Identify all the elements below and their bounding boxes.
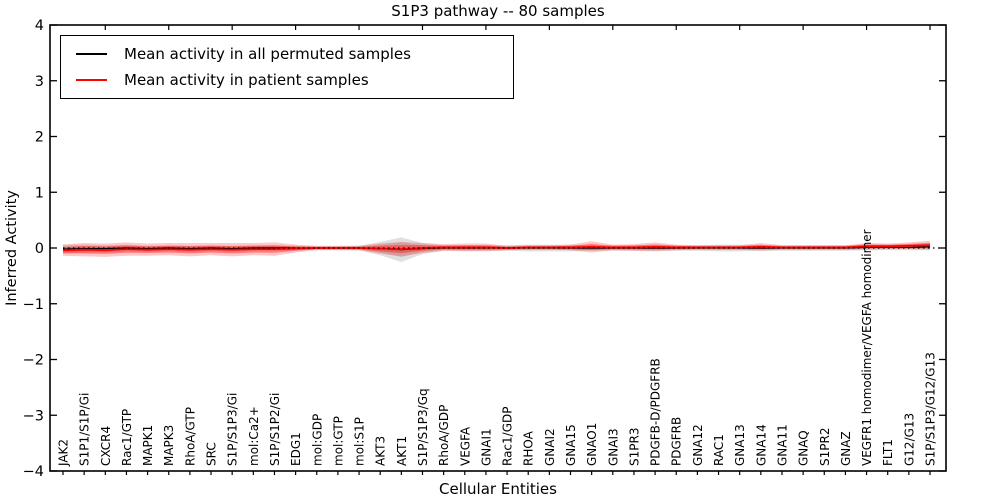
x-tick-label: GNAI3 bbox=[606, 428, 620, 466]
x-tick-label: S1P1/S1P/Gi bbox=[78, 393, 92, 466]
x-tick-label: AKT3 bbox=[374, 436, 388, 466]
x-tick-label: S1P/S1P2/Gi bbox=[268, 393, 282, 466]
y-tick-label: −4 bbox=[23, 464, 44, 480]
x-tick-label: EDG1 bbox=[289, 432, 303, 466]
x-tick-label: MAPK1 bbox=[141, 425, 155, 466]
legend-line-sample-permuted-icon bbox=[76, 53, 107, 55]
x-tick-label: RhoA/GDP bbox=[437, 405, 451, 466]
chart-title: S1P3 pathway -- 80 samples bbox=[391, 2, 605, 20]
x-tick-label: GNA15 bbox=[564, 424, 578, 466]
x-tick-label: MAPK3 bbox=[162, 425, 176, 466]
x-tick-label: GNAQ bbox=[797, 430, 811, 466]
x-tick-label: GNA14 bbox=[754, 424, 768, 466]
x-tick-label: S1PR3 bbox=[627, 428, 641, 466]
legend-label-patient: Mean activity in patient samples bbox=[124, 71, 369, 89]
y-tick-label: −1 bbox=[23, 297, 44, 313]
x-tick-label: RHOA bbox=[522, 430, 536, 466]
x-tick-label: GNAI1 bbox=[479, 428, 493, 466]
y-axis-label: Inferred Activity bbox=[4, 190, 20, 306]
x-tick-label: RAC1 bbox=[712, 434, 726, 466]
x-tick-label: G12/G13 bbox=[902, 413, 916, 466]
legend: Mean activity in all permuted samples Me… bbox=[60, 35, 514, 99]
x-tick-label: mol:S1P bbox=[353, 417, 367, 466]
x-tick-label: mol:Ca2+ bbox=[247, 406, 261, 466]
x-tick-label: GNAZ bbox=[839, 431, 853, 466]
x-tick-label: PDGFRB bbox=[670, 417, 684, 466]
patient-std-band-outer bbox=[63, 240, 930, 257]
x-tick-label: GNA13 bbox=[733, 424, 747, 466]
legend-item-permuted: Mean activity in all permuted samples bbox=[61, 41, 513, 67]
x-tick-label: VEGFA bbox=[458, 426, 472, 466]
y-tick-label: −3 bbox=[23, 408, 44, 424]
legend-line-sample-patient-icon bbox=[76, 79, 107, 81]
y-tick-label: 0 bbox=[35, 241, 44, 257]
y-tick-label: 1 bbox=[35, 185, 44, 201]
patient-mean-line bbox=[62, 244, 931, 252]
x-tick-label: GNA12 bbox=[691, 424, 705, 466]
x-tick-label: GNAO1 bbox=[585, 423, 599, 466]
x-tick-label: S1P/S1P3/Gi bbox=[226, 393, 240, 466]
x-tick-label: FLT1 bbox=[881, 439, 895, 466]
x-tick-label: JAK2 bbox=[57, 439, 71, 467]
x-tick-label: Rac1/GTP bbox=[120, 409, 134, 466]
x-tick-label: SRC bbox=[205, 442, 219, 466]
y-tick-label: 3 bbox=[35, 74, 44, 90]
x-tick-label: mol:GDP bbox=[310, 414, 324, 466]
x-tick-label: RhoA/GTP bbox=[183, 407, 197, 466]
x-tick-label: AKT1 bbox=[395, 436, 409, 466]
permuted-std-band-inner bbox=[63, 242, 930, 258]
x-tick-label: CXCR4 bbox=[99, 426, 113, 466]
y-tick-label: −2 bbox=[23, 353, 44, 369]
x-tick-label: S1P/S1P3/G12/G13 bbox=[924, 352, 938, 466]
x-tick-label: VEGFR1 homodimer/VEGFA homodimer bbox=[860, 229, 874, 466]
x-axis-label: Cellular Entities bbox=[439, 480, 557, 498]
x-tick-label: GNA11 bbox=[775, 424, 789, 466]
x-tick-label: Rac1/GDP bbox=[501, 407, 515, 466]
x-tick-label: mol:GTP bbox=[331, 416, 345, 466]
permuted-std-band-outer bbox=[63, 237, 930, 262]
x-tick-label: S1P/S1P3/Gq bbox=[416, 388, 430, 466]
legend-item-patient: Mean activity in patient samples bbox=[61, 67, 513, 93]
x-tick-label: PDGFB-D/PDGFRB bbox=[649, 358, 663, 466]
x-tick-label: S1PR2 bbox=[818, 428, 832, 466]
y-tick-label: 4 bbox=[35, 18, 44, 34]
x-tick-label: GNAI2 bbox=[543, 428, 557, 466]
y-tick-label: 2 bbox=[35, 130, 44, 146]
legend-label-permuted: Mean activity in all permuted samples bbox=[124, 45, 411, 63]
